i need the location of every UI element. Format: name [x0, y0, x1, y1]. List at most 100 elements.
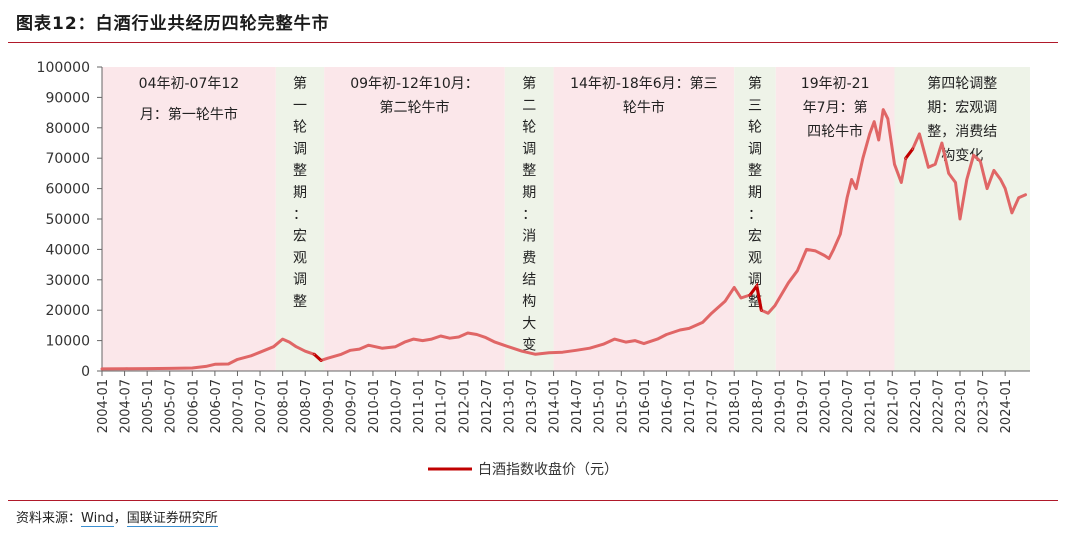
data-point: [575, 349, 577, 352]
x-tick-label: 2008-07: [299, 379, 314, 433]
period-annotation-line: 19年初-21: [801, 75, 870, 92]
data-point: [521, 350, 523, 353]
adjust-period-band-6: [734, 67, 776, 371]
data-point: [227, 363, 230, 365]
data-point: [304, 350, 307, 353]
period-annotation-line: 轮: [293, 120, 307, 136]
period-annotation-line: 调: [748, 141, 762, 157]
data-point: [905, 157, 907, 159]
data-point: [439, 335, 442, 337]
data-point: [320, 359, 322, 362]
data-point: [959, 218, 961, 220]
data-point: [412, 338, 415, 340]
data-point: [900, 181, 903, 184]
y-tick-label: 30000: [45, 273, 90, 289]
x-tick-label: 2017-01: [683, 379, 698, 433]
period-annotation-line: 年7月：第: [803, 99, 868, 116]
data-point: [855, 187, 857, 190]
period-annotation-line: 第二轮牛市: [379, 99, 449, 116]
period-annotation-line: 期: [748, 185, 762, 201]
data-point: [828, 257, 830, 260]
data-point: [918, 133, 921, 135]
legend-label: 白酒指数收盘价（元）: [478, 461, 618, 478]
period-annotation-line: ：: [522, 207, 536, 223]
data-point: [485, 336, 487, 339]
data-point: [774, 304, 776, 307]
x-tick-label: 2006-01: [186, 379, 201, 433]
data-point: [893, 163, 896, 166]
data-point: [954, 181, 957, 184]
x-tick-label: 2015-07: [615, 379, 630, 433]
data-point: [643, 342, 645, 345]
period-annotation-line: 结: [522, 272, 536, 288]
data-point: [756, 285, 758, 287]
x-tick-label: 2020-07: [841, 379, 856, 433]
data-point: [868, 133, 871, 135]
period-annotation-line: ：: [293, 207, 307, 223]
data-point: [688, 327, 690, 330]
data-point: [839, 233, 842, 235]
period-annotation-line: 月：第一轮牛市: [140, 106, 238, 123]
data-point: [295, 345, 298, 348]
bull-period-band-1: [102, 67, 276, 371]
x-tick-label: 2011-01: [412, 379, 427, 433]
data-point: [701, 321, 704, 324]
x-tick-label: 2005-07: [164, 379, 179, 433]
data-point: [823, 254, 826, 257]
period-annotation-line: 第: [522, 75, 536, 92]
data-point: [979, 160, 982, 162]
period-annotation-line: 期: [293, 185, 307, 201]
data-point: [340, 353, 343, 356]
x-tick-label: 2013-07: [525, 379, 540, 433]
period-bands: [102, 67, 1030, 371]
period-annotation-line: 宏: [748, 229, 762, 245]
data-point: [947, 172, 950, 175]
line-chart: 04年初-07年12月：第一轮牛市第一轮调整期：宏观调整09年初-12年10月：…: [37, 60, 1030, 478]
x-tick-label: 2019-01: [773, 379, 788, 433]
data-point: [123, 367, 126, 370]
data-point: [394, 345, 397, 348]
data-point: [205, 365, 207, 368]
bull-period-band-3: [324, 67, 505, 371]
period-annotation-line: 第: [293, 75, 307, 92]
x-tick-label: 2007-01: [231, 379, 246, 433]
data-point: [832, 248, 835, 251]
period-annotation-line: 09年初-12年10月：: [350, 75, 479, 92]
data-point: [503, 344, 505, 347]
data-point: [927, 166, 930, 169]
period-annotation-line: 观: [748, 250, 762, 266]
data-point: [1024, 193, 1027, 196]
period-annotation-line: 消: [522, 229, 536, 245]
x-tick-label: 2023-07: [977, 379, 992, 433]
period-annotation-line: 变: [522, 338, 536, 354]
data-point: [403, 341, 406, 343]
y-tick-label: 90000: [45, 90, 90, 106]
data-point: [288, 341, 291, 343]
data-point: [313, 353, 316, 356]
data-point: [733, 286, 735, 289]
data-point: [272, 345, 275, 348]
adjust-period-band-8: [894, 67, 1030, 371]
chart-title: 图表12：白酒行业共经历四轮完整牛市: [16, 14, 330, 34]
data-point: [327, 357, 329, 360]
data-point: [760, 309, 763, 312]
x-tick-label: 2019-07: [796, 379, 811, 433]
x-tick-label: 2014-01: [548, 379, 563, 433]
x-axis: 2004-01 2004-07 2005-01 2005-07 2006-01 2006-…: [96, 370, 1030, 433]
data-point: [1004, 187, 1006, 190]
data-point: [534, 353, 537, 356]
period-annotation-line: 期：宏观调: [927, 100, 997, 116]
x-tick-label: 2006-07: [209, 379, 224, 433]
y-tick-label: 100000: [37, 60, 90, 76]
period-annotation-line: 期: [522, 185, 536, 201]
top-divider: [8, 42, 1058, 43]
x-tick-label: 2008-01: [277, 379, 292, 433]
period-annotation-line: 第四轮调整: [927, 75, 997, 92]
data-point: [448, 337, 451, 340]
data-point: [787, 282, 790, 284]
data-point: [749, 294, 751, 296]
period-annotation-line: 轮牛市: [623, 99, 665, 116]
data-point: [986, 187, 988, 190]
x-tick-label: 2009-01: [322, 379, 337, 433]
period-annotation-line: 04年初-07年12: [139, 75, 240, 92]
